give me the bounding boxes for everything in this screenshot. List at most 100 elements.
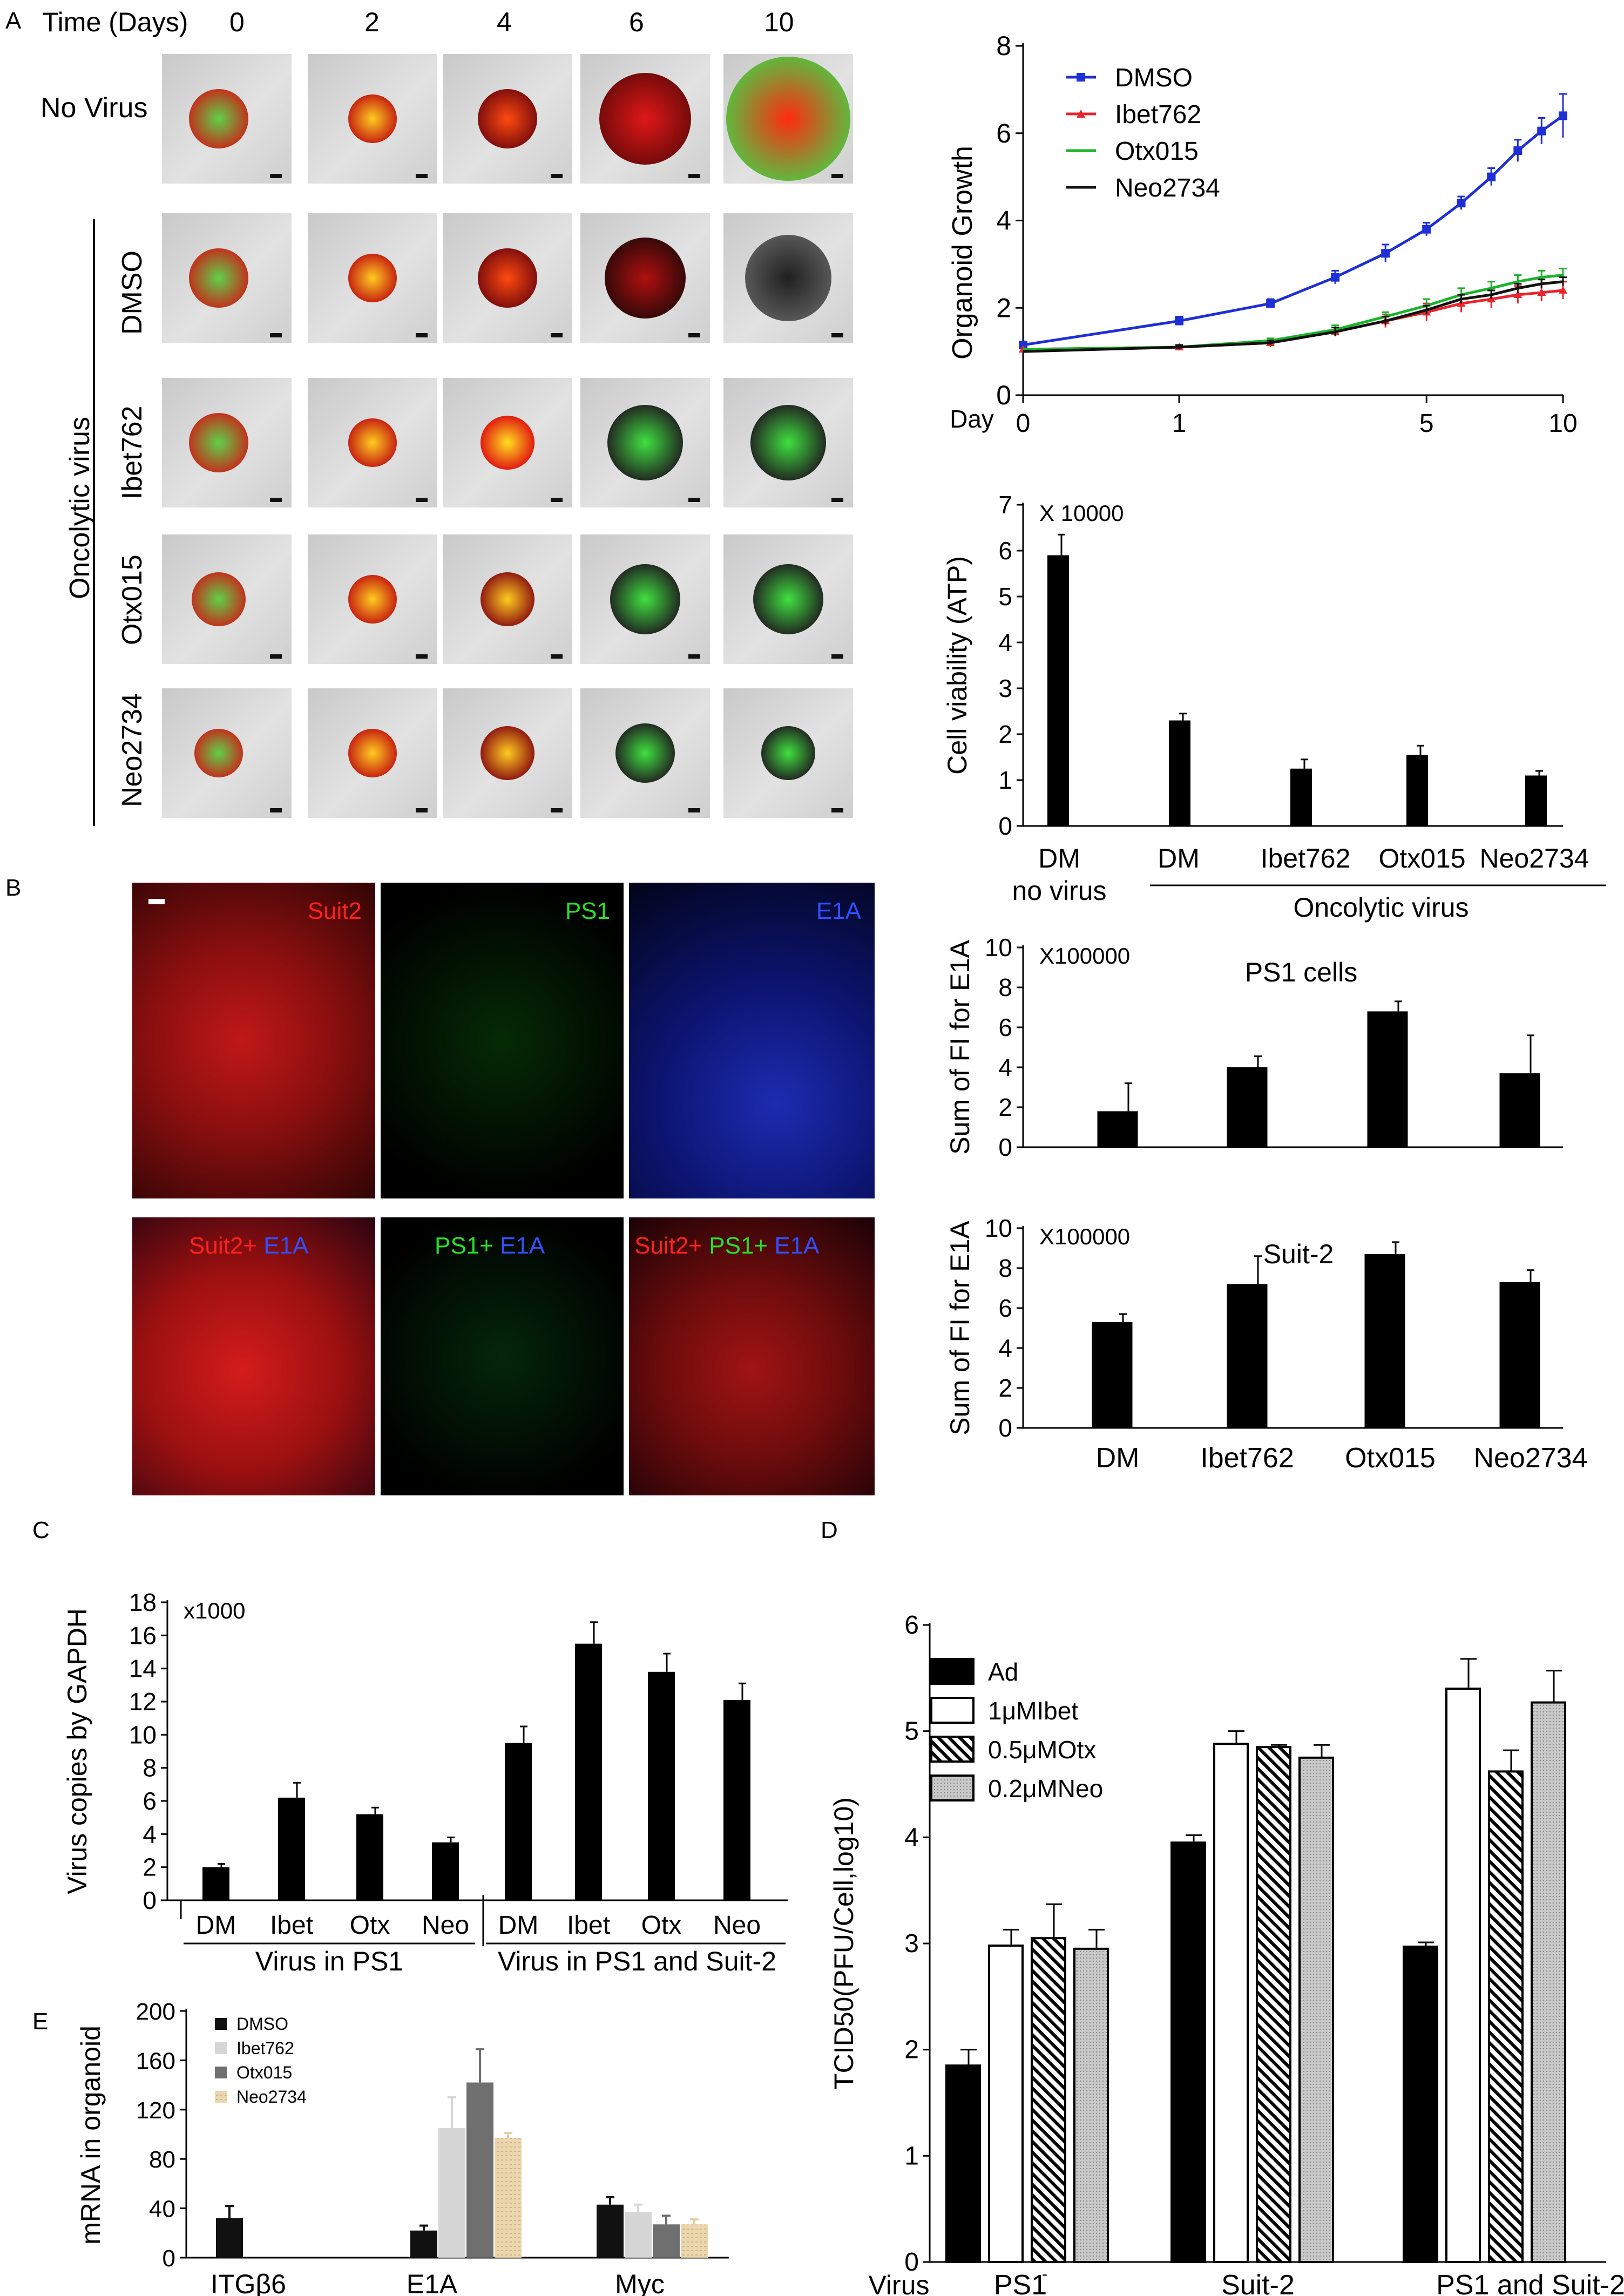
x-category-label: Otx xyxy=(350,1911,390,1940)
bar xyxy=(1403,1945,1438,2263)
y-tick-label: 6 xyxy=(998,1294,1012,1322)
legend-swatch xyxy=(215,2042,227,2054)
series-line xyxy=(1023,114,1564,347)
x-tick-label: 0 xyxy=(1016,409,1031,438)
data-point xyxy=(1422,225,1431,234)
y-tick-label: 120 xyxy=(136,2097,175,2124)
organoid-image xyxy=(443,378,572,507)
day-label: 2 xyxy=(364,7,380,37)
bar xyxy=(653,2224,680,2258)
x-tick-label: 5 xyxy=(1419,409,1434,438)
bar xyxy=(1525,775,1547,826)
legend-label: DMSO xyxy=(236,2014,288,2034)
panel-e-label: E xyxy=(32,2008,49,2035)
y-tick-label: 6 xyxy=(998,537,1012,565)
data-point xyxy=(1175,316,1184,326)
data-point xyxy=(1559,286,1567,294)
organoid-image xyxy=(580,534,710,664)
ps1-image: PS1 xyxy=(381,883,624,1198)
organoid-image xyxy=(162,54,292,184)
data-point xyxy=(1513,290,1522,298)
y-tick-label: 4 xyxy=(998,1334,1012,1362)
bar xyxy=(1097,1111,1138,1147)
scale-bar xyxy=(148,899,165,904)
organoid-image xyxy=(723,534,853,664)
x-category-label: Ibet xyxy=(567,1911,610,1940)
organoid-image xyxy=(162,378,292,507)
y-tick-label: 14 xyxy=(129,1655,157,1683)
x-category-label: Neo2734 xyxy=(1473,1442,1587,1474)
suit2-image: Suit2 xyxy=(132,883,375,1198)
legend-swatch xyxy=(215,2067,227,2078)
y-tick-label: 2 xyxy=(998,1093,1012,1121)
bar xyxy=(1073,1947,1109,2263)
y-tick-label: 40 xyxy=(149,2196,175,2223)
organoid-image xyxy=(723,213,853,343)
y-tick-label: 0 xyxy=(998,1133,1012,1161)
legend-swatch xyxy=(930,1775,975,1801)
x-category-label: Ibet762 xyxy=(1200,1442,1294,1474)
organoid-image xyxy=(308,688,437,818)
x-category-label: Otx015 xyxy=(1345,1442,1436,1474)
y-tick-label: 4 xyxy=(904,1823,919,1852)
group-label: Virus in PS1 and Suit-2 xyxy=(498,1946,776,1976)
y-tick-label: 6 xyxy=(996,118,1011,148)
y-tick-label: 0 xyxy=(996,380,1011,410)
x-category-label: DM xyxy=(498,1911,539,1940)
x-category-label: Otx015 xyxy=(1378,843,1465,873)
axis-multiplier: X100000 xyxy=(1039,943,1130,968)
x-category-label: Ibet762 xyxy=(1261,843,1351,873)
bar xyxy=(466,2082,493,2258)
y-tick-label: 7 xyxy=(998,491,1012,519)
organoid-image xyxy=(723,688,853,818)
y-tick-label: 8 xyxy=(143,1754,157,1782)
image-label: E1A xyxy=(816,898,861,924)
series-line xyxy=(1023,280,1564,353)
legend-label: Otx015 xyxy=(1115,137,1199,166)
legend-label: 0.5μMOtx xyxy=(988,1736,1096,1764)
legend-swatch xyxy=(930,1697,975,1724)
y-tick-label: 16 xyxy=(129,1621,157,1649)
bar xyxy=(648,1671,675,1900)
x-category-label: Neo xyxy=(422,1911,469,1940)
y-tick-label: 10 xyxy=(129,1721,157,1749)
x-category-label: DM xyxy=(196,1911,236,1940)
organoid-image xyxy=(443,688,572,818)
y-tick-label: 2 xyxy=(904,2036,919,2064)
legend-label: DMSO xyxy=(1115,64,1193,92)
legend-label: Neo2734 xyxy=(1115,174,1220,202)
group-label: Virus in PS1 xyxy=(255,1946,403,1976)
y-tick-label: 3 xyxy=(998,674,1012,702)
group-bracket-line xyxy=(93,219,95,826)
legend-marker xyxy=(1077,110,1085,118)
x-category-label: ITGβ6 xyxy=(211,2269,286,2296)
legend-label: Neo2734 xyxy=(236,2087,307,2107)
bar xyxy=(1213,1743,1249,2263)
bar xyxy=(1169,720,1190,826)
y-axis-label: Cell viability (ATP) xyxy=(942,556,972,775)
day-label: 6 xyxy=(629,7,644,37)
legend-swatch xyxy=(930,1736,975,1763)
y-tick-label: 8 xyxy=(998,973,1012,1001)
y-tick-label: 6 xyxy=(904,1611,919,1640)
panel-d-label: D xyxy=(821,1517,838,1543)
bar xyxy=(438,2128,465,2258)
data-point xyxy=(1266,299,1275,308)
organoid-image xyxy=(308,213,437,343)
x-category-label: DM xyxy=(1096,1442,1140,1474)
panel-c-label: C xyxy=(32,1517,50,1543)
x-category-label: Neo2734 xyxy=(1480,843,1589,873)
bar xyxy=(1290,768,1312,826)
y-tick-label: 4 xyxy=(998,1053,1012,1081)
bar xyxy=(356,1814,383,1900)
y-tick-label: 8 xyxy=(996,31,1011,61)
y-tick-label: 80 xyxy=(149,2146,175,2173)
legend-swatch xyxy=(930,1658,975,1685)
y-tick-label: 2 xyxy=(998,720,1012,748)
y-tick-label: 4 xyxy=(998,628,1012,656)
bar xyxy=(988,1944,1024,2263)
organoid-image xyxy=(308,378,437,507)
y-tick-label: 2 xyxy=(996,293,1011,323)
legend-label: Ibet762 xyxy=(1115,100,1201,129)
bar xyxy=(1227,1067,1268,1147)
